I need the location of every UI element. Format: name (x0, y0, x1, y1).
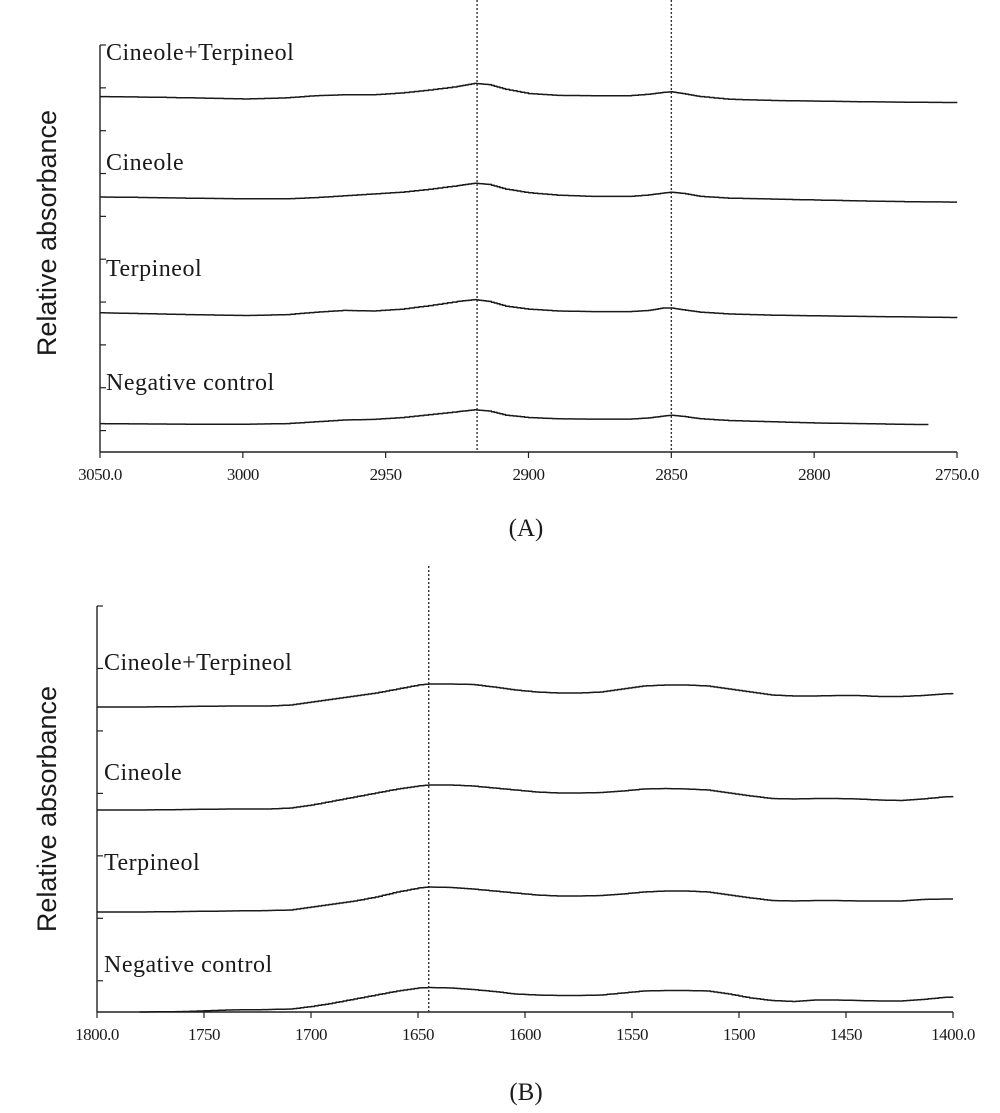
x-tick-label: 3000 (227, 465, 259, 484)
panel-caption: (B) (509, 1079, 542, 1106)
series-label: Negative control (106, 370, 275, 396)
x-tick-label: 1400.0 (931, 1025, 975, 1044)
spectrum-trace (97, 683, 954, 708)
x-tick-label: 3050.0 (78, 465, 122, 484)
x-tick-label: 2850 (655, 465, 687, 484)
plot-area: 3050.0 3000 2950 2900 2850 2800 2750.0 Cineole+… (78, 0, 979, 484)
panel-b: Relative absorbance 1800.0 1750 1700 1650 16… (32, 566, 975, 1106)
x-tick-label: 1700 (295, 1025, 327, 1044)
spectrum-trace (97, 784, 954, 811)
plot-area: 1800.0 1750 1700 1650 1600 1550 1500 1450 1400.0… (75, 566, 975, 1044)
panel-caption: (A) (509, 515, 544, 542)
series-label: Cineole+Terpineol (104, 650, 292, 676)
panel-a: Relative absorbance 3050.0 3000 2950 2900 28… (32, 0, 979, 542)
series-label: Cineole+Terpineol (106, 40, 294, 66)
series-label: Terpineol (104, 850, 200, 876)
x-tick-label: 1600 (509, 1025, 541, 1044)
x-tick-label: 2950 (370, 465, 402, 484)
spectrum-trace (100, 298, 958, 319)
series-label: Terpineol (106, 256, 202, 282)
series-label: Cineole (106, 150, 184, 176)
spectrum-trace (100, 82, 958, 104)
x-tick-label: 1500 (723, 1025, 755, 1044)
spectrum-trace (97, 886, 953, 913)
x-tick-label: 1450 (830, 1025, 862, 1044)
y-axis-label: Relative absorbance (32, 110, 62, 356)
x-tick-label: 1750 (188, 1025, 220, 1044)
x-tick-label: 1550 (616, 1025, 648, 1044)
series-label: Negative control (104, 952, 273, 978)
series-label: Cineole (104, 760, 182, 786)
x-tick-label: 2900 (513, 465, 545, 484)
y-axis-label: Relative absorbance (32, 686, 62, 932)
spectrum-trace (100, 409, 929, 426)
x-tick-label: 2800 (798, 465, 830, 484)
spectrum-trace (100, 182, 957, 203)
x-tick-label: 2750.0 (935, 465, 979, 484)
x-tick-label: 1800.0 (75, 1025, 119, 1044)
x-tick-label: 1650 (402, 1025, 434, 1044)
spectrum-trace (139, 986, 954, 1013)
